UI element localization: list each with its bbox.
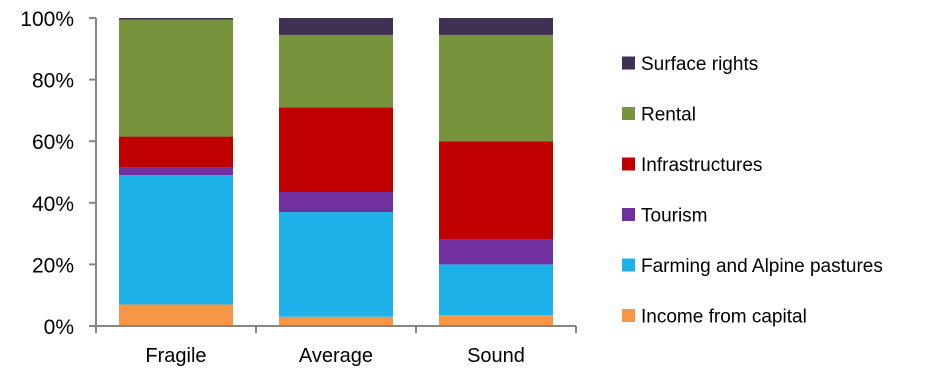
bar-segment-average-infrastructures [279, 107, 393, 192]
bar-segment-sound-infrastructures [439, 141, 553, 240]
legend-label-tourism: Tourism [641, 206, 708, 227]
bars-group [119, 18, 553, 326]
y-tick-label: 0% [44, 316, 74, 339]
bar-segment-sound-surface-rights [439, 18, 553, 35]
bar-segment-average-surface-rights [279, 18, 393, 35]
bar-segment-sound-tourism [439, 240, 553, 265]
bar-segment-fragile-tourism [119, 167, 233, 175]
legend-swatch-infrastructures [622, 158, 635, 171]
legend-label-rental: Rental [641, 105, 696, 126]
bar-segment-sound-income-from-capital [439, 315, 553, 326]
y-tick-label: 80% [32, 70, 74, 93]
legend-swatch-surface-rights [622, 57, 635, 70]
y-tick-label: 40% [32, 193, 74, 216]
bar-segment-fragile-infrastructures [119, 137, 233, 168]
legend-swatch-income-from-capital [622, 309, 635, 322]
legend-swatch-rental [622, 107, 635, 120]
y-tick-label: 60% [32, 131, 74, 154]
bar-segment-sound-farming-and-alpine-pastures [439, 264, 553, 315]
bar-segment-fragile-income-from-capital [119, 304, 233, 326]
bar-segment-average-tourism [279, 192, 393, 212]
bar-segment-average-farming-and-alpine-pastures [279, 212, 393, 317]
x-category-label: Sound [467, 345, 525, 367]
legend-label-infrastructures: Infrastructures [641, 155, 762, 176]
x-category-label: Average [299, 345, 373, 367]
legend: Surface rights Rental Infrastructures Touri… [622, 54, 883, 328]
legend-label-surface-rights: Surface rights [641, 54, 758, 75]
bar-segment-sound-rental [439, 35, 553, 141]
legend-label-income-from-capital: Income from capital [641, 307, 807, 328]
x-category-label: Fragile [145, 345, 206, 367]
bar-segment-fragile-farming-and-alpine-pastures [119, 175, 233, 304]
legend-swatch-tourism [622, 208, 635, 221]
y-tick-label: 100% [20, 8, 74, 31]
bar-segment-average-income-from-capital [279, 317, 393, 326]
legend-swatch-farming-and-alpine-pastures [622, 259, 635, 272]
y-tick-label: 20% [32, 254, 74, 277]
bar-segment-fragile-surface-rights [119, 18, 233, 20]
bar-segment-fragile-rental [119, 20, 233, 137]
legend-label-farming-and-alpine-pastures: Farming and Alpine pastures [641, 256, 883, 277]
bar-segment-average-rental [279, 35, 393, 107]
